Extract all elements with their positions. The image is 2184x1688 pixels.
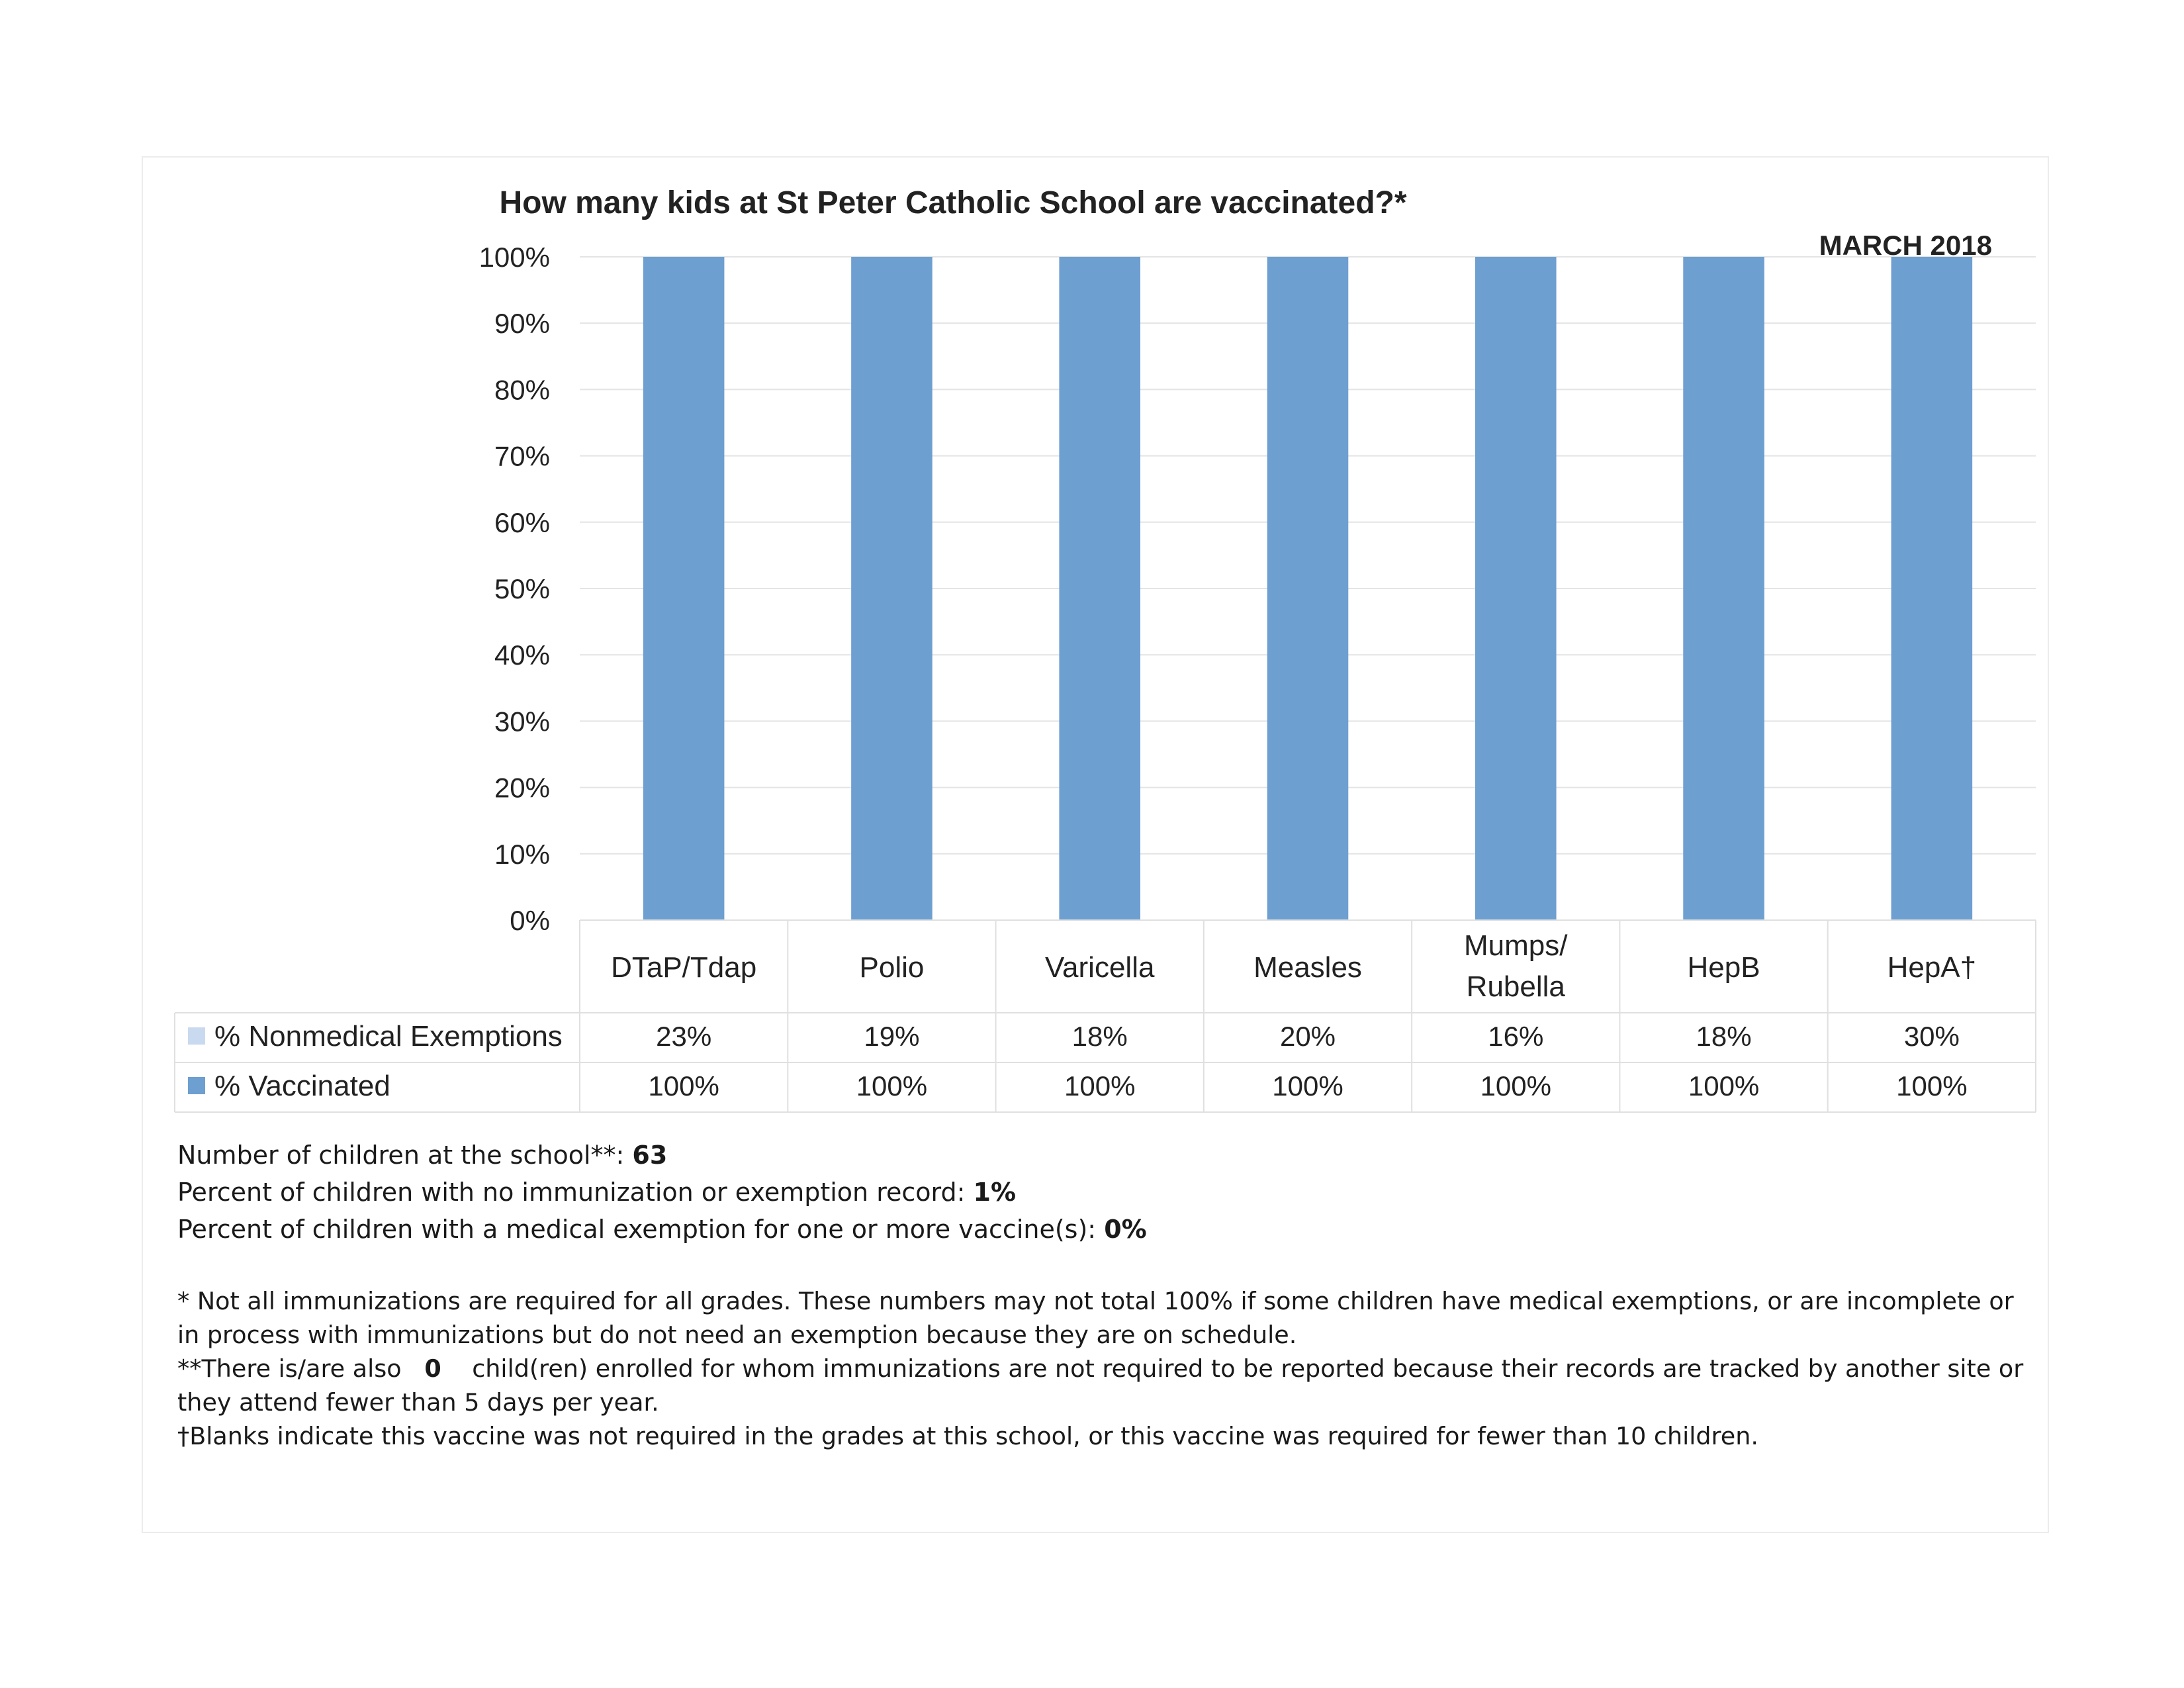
legend-swatch <box>188 1027 205 1045</box>
data-label: 30% <box>1904 1021 1960 1052</box>
x-category-label: HepA† <box>1888 951 1977 984</box>
x-category-label: DTaP/Tdap <box>611 951 756 984</box>
data-label: 100% <box>1272 1070 1343 1102</box>
bar <box>851 257 933 920</box>
stat-children: Number of children at the school**: 63 <box>177 1137 2030 1174</box>
stat-medical-value: 0% <box>1104 1215 1147 1244</box>
footnote-2-value: 0 <box>424 1354 441 1383</box>
stat-no-record: Percent of children with no immunization… <box>177 1174 2030 1211</box>
data-label: 18% <box>1696 1021 1752 1052</box>
stat-no-record-value: 1% <box>973 1178 1017 1207</box>
stat-no-record-label: Percent of children with no immunization… <box>177 1178 966 1207</box>
y-tick-label: 20% <box>494 773 550 804</box>
date-label: MARCH 2018 <box>1819 230 1992 261</box>
legend-swatch <box>188 1077 205 1094</box>
footnote-2-suffix: child(ren) enrolled for whom immunizatio… <box>177 1354 2024 1417</box>
y-tick-label: 0% <box>510 905 550 936</box>
y-tick-label: 70% <box>494 441 550 472</box>
data-label: 100% <box>1480 1070 1551 1102</box>
chart-title: How many kids at St Peter Catholic Schoo… <box>499 185 1406 220</box>
bar <box>1059 257 1140 920</box>
bar <box>1683 257 1764 920</box>
y-tick-label: 80% <box>494 374 550 405</box>
y-tick-label: 60% <box>494 507 550 538</box>
y-tick-label: 40% <box>494 639 550 671</box>
data-label: 100% <box>1064 1070 1135 1102</box>
legend-label: % Nonmedical Exemptions <box>214 1020 563 1053</box>
data-label: 23% <box>656 1021 711 1052</box>
footnote-1: * Not all immunizations are required for… <box>177 1287 2014 1349</box>
bar <box>1475 257 1557 920</box>
stat-children-label: Number of children at the school**: <box>177 1141 625 1170</box>
y-axis-ticks: 0% 10% 20% 30% 40% 50% 60% 70% 80% 90% 100% <box>479 242 550 936</box>
data-label: 19% <box>864 1021 919 1052</box>
data-label: 100% <box>1896 1070 1967 1102</box>
footnote-2: **There is/are also 0 child(ren) enrolle… <box>177 1352 2024 1419</box>
stat-medical: Percent of children with a medical exemp… <box>177 1211 2030 1248</box>
data-label: 100% <box>856 1070 927 1102</box>
x-category-label: Mumps/ <box>1464 929 1568 962</box>
data-label: 18% <box>1072 1021 1128 1052</box>
x-category-label: HepB <box>1688 951 1760 984</box>
bar <box>1891 257 1973 920</box>
y-tick-label: 90% <box>494 308 550 339</box>
footnotes: * Not all immunizations are required for… <box>177 1284 2024 1453</box>
chart-frame <box>142 156 2049 1533</box>
data-label: 100% <box>648 1070 719 1102</box>
x-category-label: Measles <box>1253 951 1362 984</box>
x-category-label: Polio <box>860 951 925 984</box>
footnote-2-prefix: **There is/are also <box>177 1354 402 1383</box>
x-category-label: Varicella <box>1045 951 1155 984</box>
data-label: 16% <box>1488 1021 1543 1052</box>
y-tick-label: 100% <box>479 242 550 273</box>
bars <box>643 257 1973 920</box>
data-label: 100% <box>1688 1070 1759 1102</box>
data-label: 20% <box>1280 1021 1336 1052</box>
x-category-label: Rubella <box>1467 970 1566 1003</box>
bar <box>1267 257 1349 920</box>
y-tick-label: 50% <box>494 573 550 604</box>
stat-children-value: 63 <box>632 1141 668 1170</box>
data-table: DTaP/Tdap Polio Varicella Measles Mumps/Rube… <box>174 919 2036 1113</box>
legend-label: % Vaccinated <box>214 1070 390 1102</box>
y-tick-label: 30% <box>494 706 550 737</box>
y-tick-label: 10% <box>494 839 550 870</box>
footnote-3: †Blanks indicate this vaccine was not re… <box>177 1422 1758 1450</box>
bar <box>643 257 725 920</box>
stat-medical-label: Percent of children with a medical exemp… <box>177 1215 1097 1244</box>
